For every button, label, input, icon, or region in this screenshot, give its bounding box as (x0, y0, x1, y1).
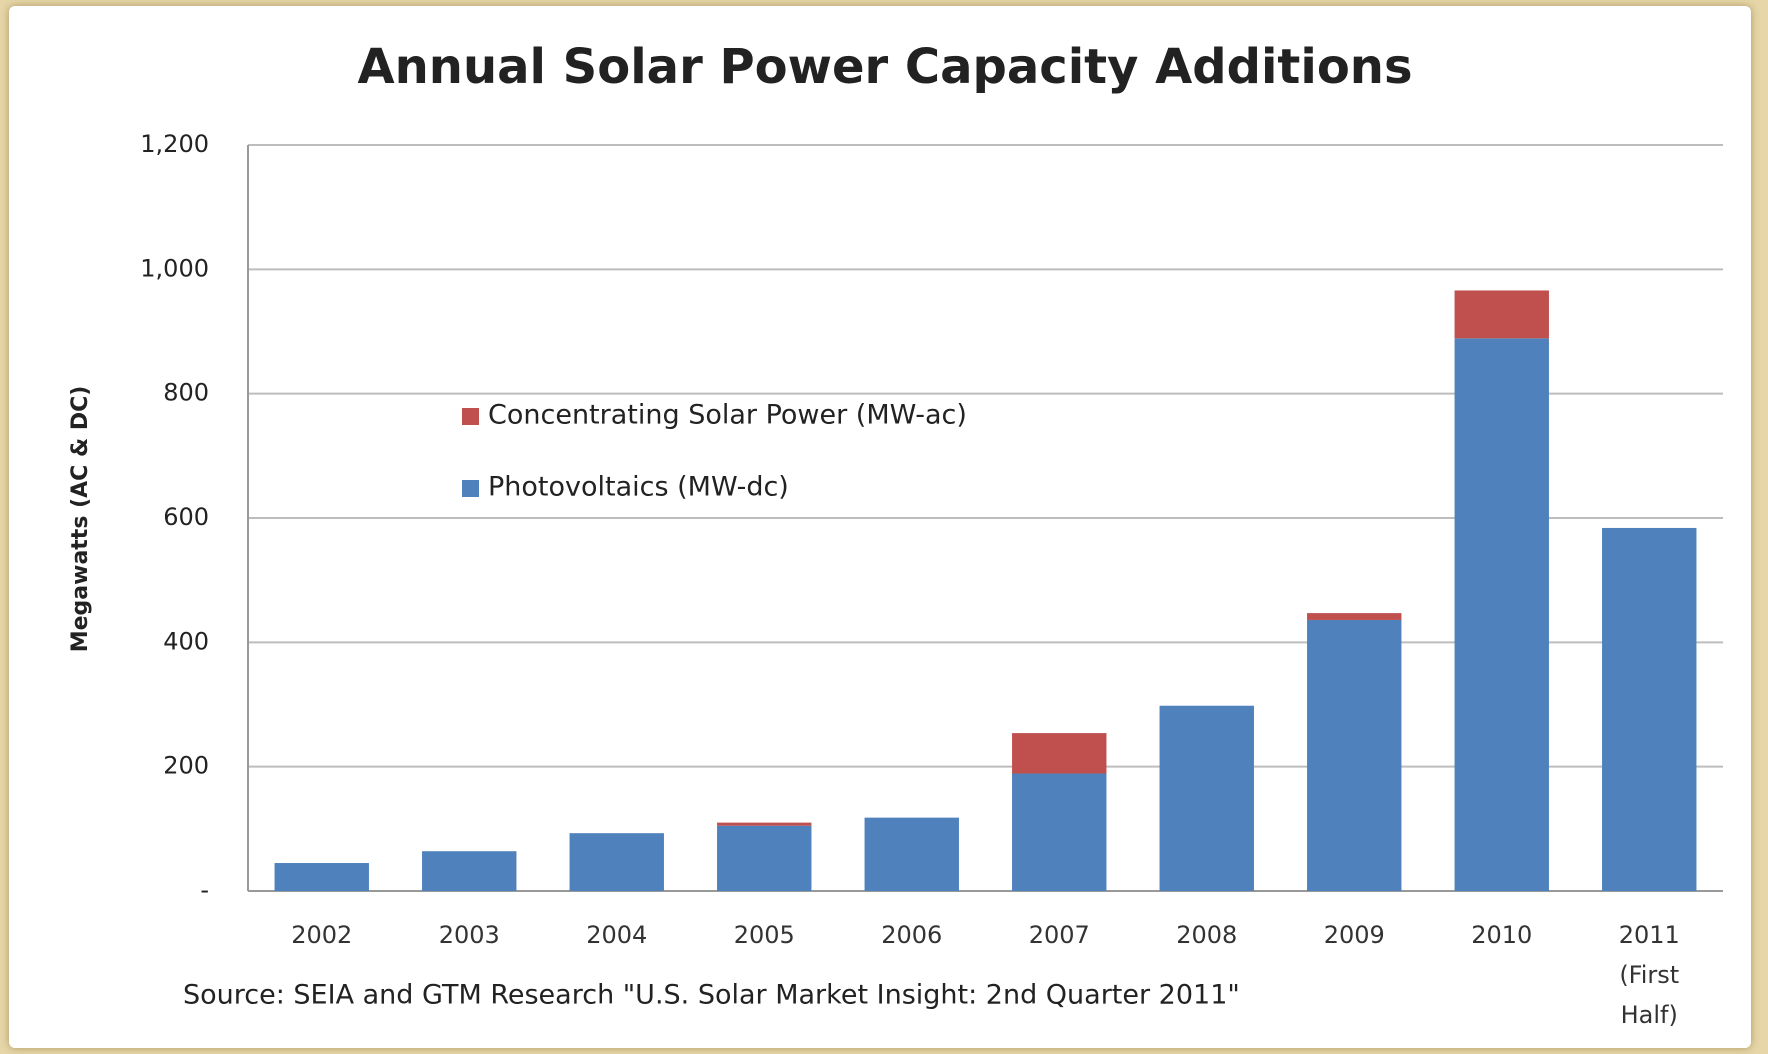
x-tick-label: 2011 (First Half) (1618, 921, 1680, 1029)
bar-segment (1307, 613, 1402, 620)
chart-title: Annual Solar Power Capacity Additions (357, 39, 1412, 95)
source-note: Source: SEIA and GTM Research "U.S. Sola… (183, 980, 1240, 1011)
bar-segment (422, 851, 517, 891)
legend-swatch (462, 408, 479, 425)
bar-segment (1012, 733, 1107, 774)
y-tick-label: 800 (163, 379, 209, 407)
bar-segment (1159, 705, 1254, 891)
bar-segment (1602, 527, 1697, 891)
x-tick-label: 2005 (733, 921, 795, 949)
bar-segment (1307, 619, 1402, 891)
legend-label: Concentrating Solar Power (MW-ac) (488, 400, 967, 431)
y-tick-label: 200 (163, 752, 209, 780)
bar-segment (717, 825, 812, 891)
x-tick-label: 2002 (291, 921, 353, 949)
x-tick-label: 2004 (586, 921, 648, 949)
y-tick-label: 1,000 (140, 254, 209, 282)
x-tick-label: 2003 (438, 921, 500, 949)
x-tick-label: 2006 (881, 921, 943, 949)
x-tick-label: 2007 (1028, 921, 1090, 949)
bar-segment (569, 833, 664, 891)
legend-swatch (462, 480, 479, 497)
y-axis-label: Megawatts (AC & DC) (68, 386, 93, 653)
bar-segment (717, 822, 812, 826)
x-tick-label: 2008 (1176, 921, 1238, 949)
bar-segment (1454, 338, 1549, 891)
bar-segment (1454, 290, 1549, 339)
x-tick-label: 2009 (1323, 921, 1385, 949)
legend-label: Photovoltaics (MW-dc) (488, 472, 789, 503)
y-tick-label: - (200, 876, 209, 904)
bar-segment (864, 817, 959, 891)
bar-segment (274, 863, 369, 891)
y-tick-label: 600 (163, 503, 209, 531)
bar-segment (1012, 773, 1107, 891)
y-tick-label: 1,200 (140, 130, 209, 158)
x-tick-label: 2010 (1471, 921, 1533, 949)
y-tick-label: 400 (163, 627, 209, 655)
